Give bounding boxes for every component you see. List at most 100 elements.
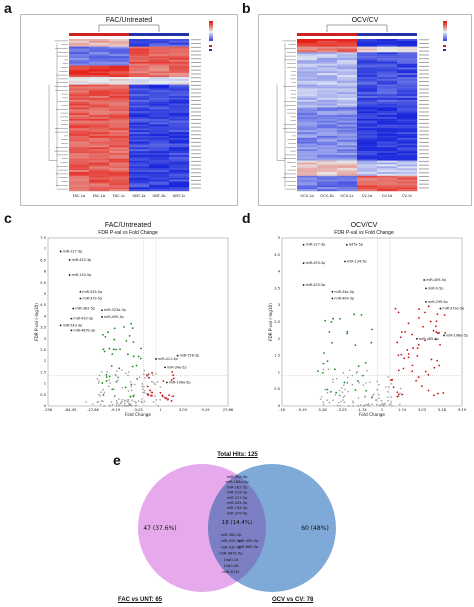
heatmap-cell (109, 63, 130, 66)
volcano-point-sig (140, 347, 142, 350)
heatmap-cell (149, 54, 170, 57)
volcano-point-label: miR-299-5p (428, 300, 448, 304)
volcano-point-ns (141, 385, 144, 388)
volcano-point-ns (118, 405, 121, 407)
heatmap-cell (149, 80, 170, 83)
heatmap-cell (297, 92, 318, 95)
heatmap-cell (317, 164, 338, 167)
heatmap-cell (337, 50, 358, 53)
heatmap-cell (297, 149, 318, 152)
heatmap-cell (377, 40, 398, 43)
heatmap-cell (397, 54, 418, 57)
heatmap-cell (129, 40, 150, 43)
volcano-point-labeled (331, 297, 334, 300)
heatmap-cell (397, 145, 418, 148)
heatmap-cell (69, 44, 90, 47)
heatmap-cell (69, 61, 90, 64)
heatmap-cell (129, 86, 150, 89)
heatmap-cell (377, 39, 398, 42)
heatmap-cell (149, 156, 170, 159)
heatmap-row-label (419, 103, 429, 105)
heatmap-cell (297, 135, 318, 138)
heatmap-cell (337, 48, 358, 51)
heatmap-cell (357, 183, 378, 186)
volcano-point-ns (127, 371, 130, 373)
heatmap-cell (89, 56, 110, 59)
volcano-point-ns (336, 404, 339, 407)
heatmap-cell (357, 46, 378, 49)
heatmap-cell (149, 179, 170, 182)
heatmap-cell (169, 151, 190, 154)
heatmap-cell (397, 48, 418, 51)
heatmap-cell (149, 75, 170, 78)
heatmap-row-label (419, 168, 429, 170)
heatmap-cell (129, 183, 150, 186)
volcano-point-ns (122, 405, 124, 407)
volcano-point-ns (145, 373, 148, 376)
heatmap-cell (69, 59, 90, 62)
heatmap-legend-swatch (443, 23, 447, 25)
heatmap-cell (337, 134, 358, 137)
heatmap-cell (129, 147, 150, 150)
heatmap-cell (69, 80, 90, 83)
heatmap-cell (169, 158, 190, 161)
heatmap-cell (397, 120, 418, 123)
heatmap-cell (149, 158, 170, 161)
heatmap-cell (297, 97, 318, 100)
heatmap-cell (377, 82, 398, 85)
heatmap-cell (397, 179, 418, 182)
heatmap-cell (129, 111, 150, 114)
heatmap-cell (69, 39, 90, 42)
heatmap-cell (377, 160, 398, 163)
heatmap-cell (357, 71, 378, 74)
heatmap-cell (109, 109, 130, 112)
volcano-point-ns (142, 373, 145, 376)
heatmap-cell (129, 116, 150, 119)
heatmap-cell (169, 128, 190, 131)
heatmap-cell (109, 134, 130, 137)
heatmap-cell (317, 44, 338, 47)
volcano-point-label: miR-758-3p (180, 354, 200, 358)
heatmap-cell (337, 118, 358, 121)
volcano-point-sig (102, 333, 104, 336)
venn-left-label: FAC vs UNT: 65 (118, 597, 163, 603)
heatmap-cell (69, 185, 90, 188)
volcano-y-tick: 7.5 (40, 236, 46, 240)
heatmap-cell (337, 173, 358, 176)
volcano-point-sig (339, 317, 342, 320)
heatmap-cell (109, 94, 130, 97)
heatmap-cell (149, 96, 170, 99)
heatmap-cell (89, 143, 110, 146)
volcano-point-ns (115, 403, 118, 405)
heatmap-cell (317, 139, 338, 142)
heatmap-legend-group (443, 45, 446, 47)
heatmap-colbar-cell (397, 33, 417, 36)
heatmap-cell (169, 54, 190, 57)
heatmap-cell (69, 135, 90, 138)
heatmap-cell (357, 122, 378, 125)
heatmap-cell (149, 124, 170, 127)
volcano-point-labeled (345, 243, 348, 246)
volcano-point-ns (363, 396, 366, 398)
heatmap-cell (169, 168, 190, 171)
volcano-point-sig (400, 353, 403, 356)
heatmap-cell (357, 164, 378, 167)
heatmap-cell (297, 42, 318, 45)
heatmap-cell (129, 92, 150, 95)
heatmap-cell (297, 183, 318, 186)
heatmap-cell (337, 44, 358, 47)
volcano-subtitle-d: FDR P-val vs Fold Change (334, 230, 394, 236)
heatmap-cell (377, 172, 398, 175)
volcano-point-sig (105, 380, 108, 382)
volcano-point-ns (152, 381, 155, 384)
volcano-point-sig (326, 360, 329, 363)
heatmap-cell (397, 115, 418, 118)
volcano-point-sig (321, 371, 324, 374)
heatmap-cell (357, 145, 378, 148)
heatmap-cell (297, 160, 318, 163)
volcano-point-sig (162, 380, 165, 382)
heatmap-cell (169, 132, 190, 135)
heatmap-cell (297, 54, 318, 57)
heatmap-cell (377, 183, 398, 186)
heatmap-column-label: UNT-1b (152, 194, 166, 198)
